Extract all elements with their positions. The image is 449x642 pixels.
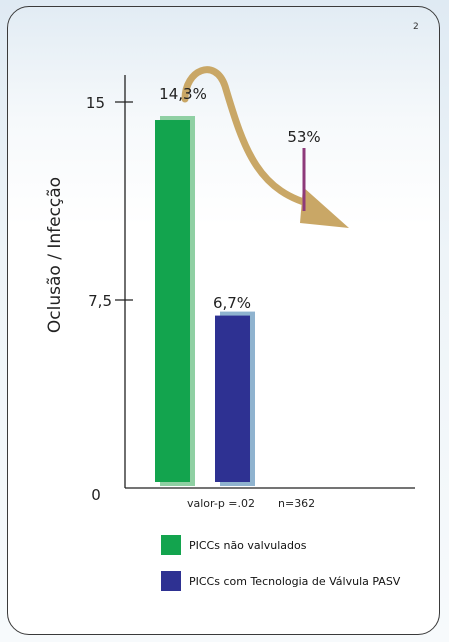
sample-size-label: n=362 (278, 497, 315, 510)
data-label: 14,3% (159, 85, 207, 103)
data-label: 6,7% (213, 294, 251, 312)
legend-swatch (161, 535, 181, 555)
tick-label: 7,5 (88, 292, 112, 310)
legend-item: PICCs com Tecnologia de Válvula PASV (161, 571, 400, 591)
tick-label: 0 (91, 486, 101, 504)
p-value-label: valor-p =.02 (187, 497, 255, 510)
bar (155, 120, 190, 482)
tick-label: 15 (86, 94, 105, 112)
legend-swatch (161, 571, 181, 591)
bar (215, 315, 250, 482)
legend-label: PICCs não valvulados (189, 538, 307, 552)
reduction-arrow (181, 66, 322, 210)
reduction-arrowhead (300, 187, 349, 228)
legend-item: PICCs não valvulados (161, 535, 306, 555)
reduction-label: 53% (287, 128, 320, 146)
page-number: 2 (413, 22, 419, 32)
y-axis-label: Oclusão / Infecção (45, 177, 65, 333)
legend-label: PICCs com Tecnologia de Válvula PASV (189, 574, 401, 588)
